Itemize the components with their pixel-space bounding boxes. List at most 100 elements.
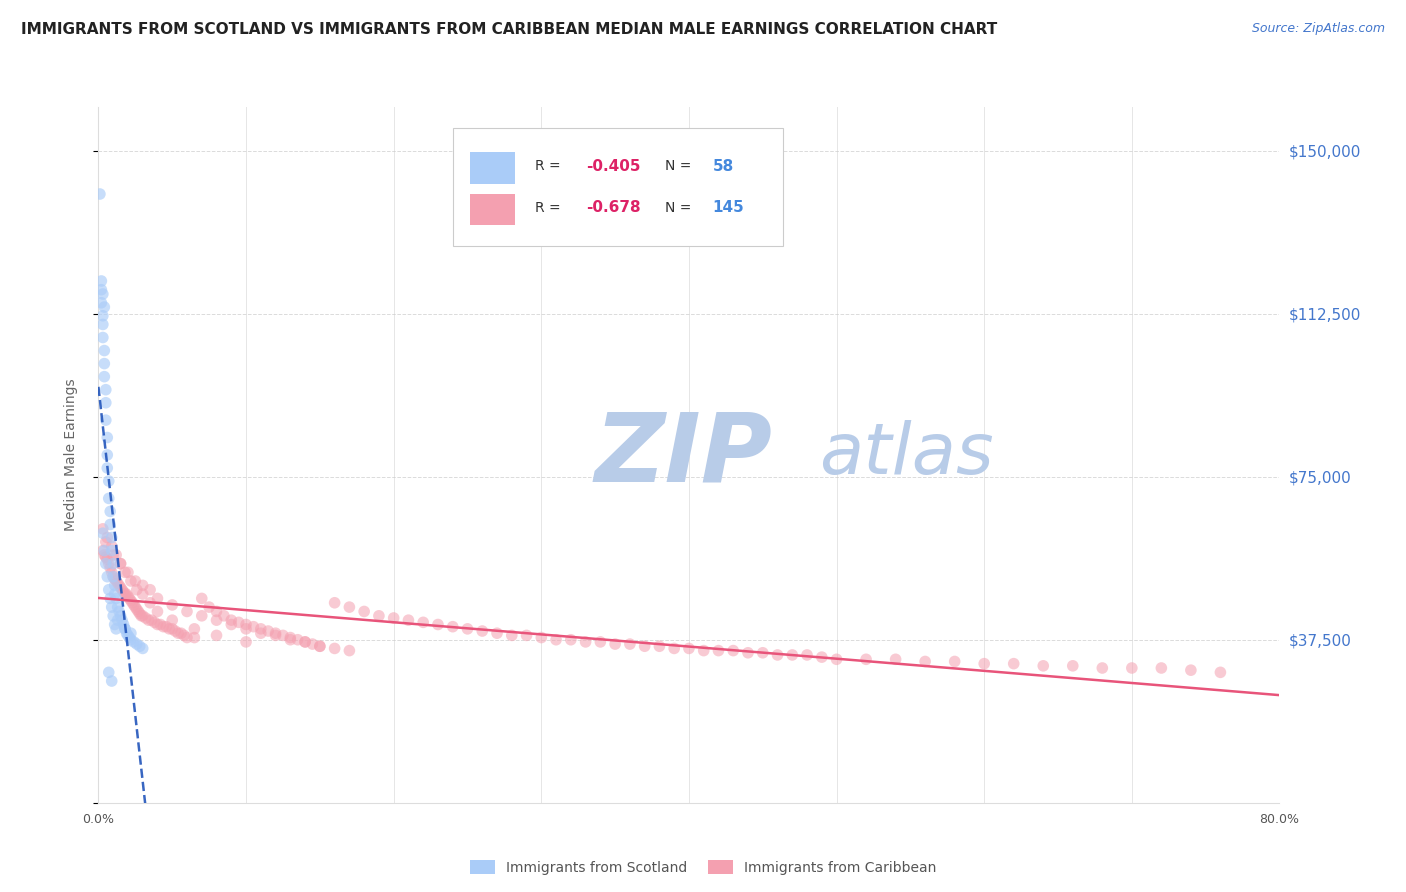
Point <box>114 622 136 636</box>
Point <box>105 591 128 606</box>
Point <box>173 628 195 642</box>
Point <box>471 624 494 638</box>
Point <box>339 600 360 615</box>
Point <box>242 620 264 634</box>
Point <box>810 650 832 665</box>
Point <box>146 591 169 606</box>
Point <box>96 570 118 584</box>
Point <box>546 632 568 647</box>
Text: R =: R = <box>536 159 565 173</box>
Point <box>122 598 145 612</box>
Point <box>100 543 122 558</box>
Point <box>94 550 117 565</box>
Point <box>309 639 332 653</box>
Point <box>309 639 332 653</box>
Point <box>114 587 136 601</box>
Point <box>271 628 294 642</box>
Point <box>301 637 323 651</box>
Point <box>855 652 877 666</box>
Point <box>382 611 405 625</box>
Point <box>287 632 309 647</box>
FancyBboxPatch shape <box>453 128 783 246</box>
Point <box>104 572 127 586</box>
Point <box>183 622 205 636</box>
Point <box>90 283 112 297</box>
Point <box>132 578 155 592</box>
Point <box>294 635 316 649</box>
Point <box>111 582 134 597</box>
Point <box>368 608 391 623</box>
Point <box>96 431 118 445</box>
Point <box>100 531 122 545</box>
Point <box>125 582 148 597</box>
Point <box>146 617 169 632</box>
Point <box>135 611 157 625</box>
Point <box>91 543 114 558</box>
Point <box>105 548 128 562</box>
Point <box>103 557 125 571</box>
Point <box>973 657 995 671</box>
Point <box>128 607 150 621</box>
Text: N =: N = <box>665 159 696 173</box>
Point <box>97 665 120 680</box>
Point <box>91 330 114 344</box>
Point <box>235 635 257 649</box>
Point <box>98 504 121 518</box>
Point <box>427 617 450 632</box>
Point <box>205 613 228 627</box>
Point <box>120 574 142 588</box>
Point <box>250 622 273 636</box>
Point <box>1209 665 1232 680</box>
Point <box>574 635 596 649</box>
Point <box>737 646 759 660</box>
Y-axis label: Median Male Earnings: Median Male Earnings <box>63 378 77 532</box>
Point <box>103 548 125 562</box>
Point <box>157 622 180 636</box>
Point <box>1032 658 1054 673</box>
Point <box>91 287 114 301</box>
Point <box>235 617 257 632</box>
Point <box>93 300 115 314</box>
Text: IMMIGRANTS FROM SCOTLAND VS IMMIGRANTS FROM CARIBBEAN MEDIAN MALE EARNINGS CORRE: IMMIGRANTS FROM SCOTLAND VS IMMIGRANTS F… <box>21 22 997 37</box>
Point <box>97 474 120 488</box>
Point <box>257 624 280 638</box>
Point <box>128 639 150 653</box>
Point <box>93 369 115 384</box>
Point <box>103 570 125 584</box>
Point <box>97 557 120 571</box>
Point <box>98 517 121 532</box>
Point <box>250 626 273 640</box>
Point <box>138 613 160 627</box>
Point <box>235 622 257 636</box>
Point <box>91 522 114 536</box>
Point <box>125 637 148 651</box>
Point <box>183 631 205 645</box>
Point <box>633 639 655 653</box>
Point <box>103 570 125 584</box>
Point <box>1150 661 1173 675</box>
Point <box>110 581 132 595</box>
Point <box>96 531 118 545</box>
Text: R =: R = <box>536 201 565 215</box>
Point <box>117 628 139 642</box>
Text: -0.678: -0.678 <box>586 201 641 216</box>
Point <box>94 535 117 549</box>
Point <box>108 605 131 619</box>
Point <box>114 622 136 636</box>
Point <box>176 605 198 619</box>
Point <box>170 626 193 640</box>
Point <box>751 646 773 660</box>
Point <box>112 585 135 599</box>
Point <box>118 631 141 645</box>
Point <box>412 615 434 630</box>
Point <box>117 566 139 580</box>
Point <box>98 561 121 575</box>
Point <box>117 589 139 603</box>
Point <box>100 566 122 580</box>
Point <box>114 566 136 580</box>
Point <box>191 608 214 623</box>
Point <box>93 343 115 358</box>
Point <box>139 582 162 597</box>
Point <box>139 596 162 610</box>
Point <box>155 620 177 634</box>
